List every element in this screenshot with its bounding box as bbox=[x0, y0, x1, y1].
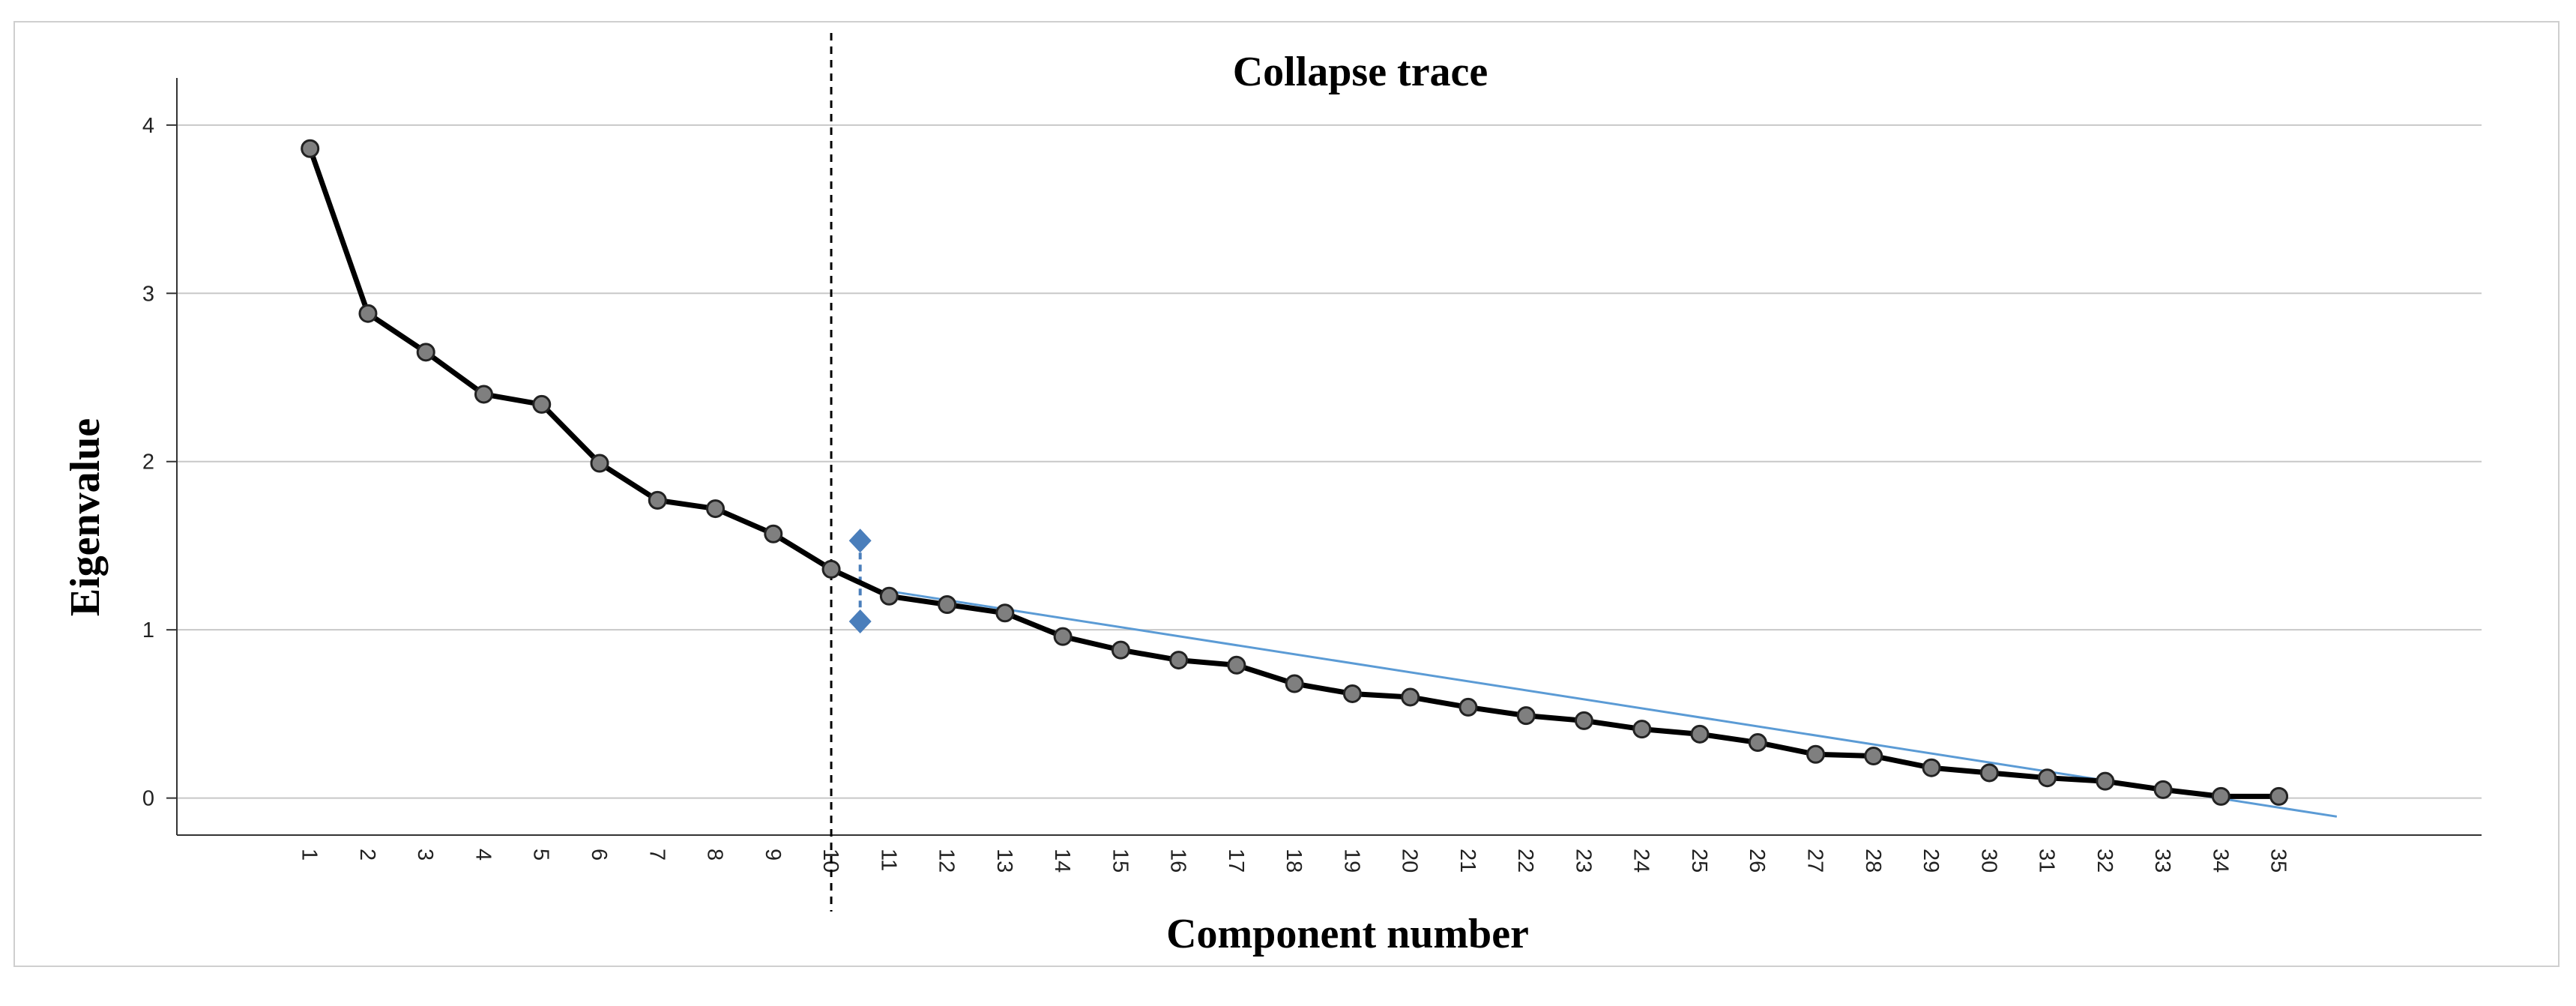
x-tick-label-18: 18 bbox=[1282, 849, 1306, 873]
data-point-6 bbox=[590, 454, 609, 473]
x-tick-label-7: 7 bbox=[645, 849, 669, 861]
y-tick-label-1: 1 bbox=[142, 618, 154, 642]
y-tick-label-0: 0 bbox=[142, 787, 154, 811]
y-tick-label-4: 4 bbox=[142, 114, 154, 138]
y-tick-labels: 0 1 2 3 4 bbox=[142, 114, 154, 811]
x-tick-label-6: 6 bbox=[587, 849, 611, 861]
x-tick-label-3: 3 bbox=[413, 849, 437, 861]
x-tick-label-11: 11 bbox=[876, 849, 900, 871]
x-tick-label-29: 29 bbox=[1919, 849, 1943, 873]
x-tick-label-19: 19 bbox=[1339, 849, 1363, 873]
data-point-29 bbox=[1922, 758, 1941, 777]
data-point-35 bbox=[2269, 786, 2289, 806]
data-point-24 bbox=[1632, 720, 1652, 739]
x-tick-label-13: 13 bbox=[992, 849, 1016, 873]
data-point-31 bbox=[2038, 768, 2057, 788]
data-point-19 bbox=[1342, 684, 1362, 703]
x-tick-label-17: 17 bbox=[1224, 849, 1248, 873]
x-tick-labels: 1234567891011121314151617181920212223242… bbox=[298, 849, 2290, 873]
x-tick-label-27: 27 bbox=[1803, 849, 1827, 873]
data-point-3 bbox=[416, 343, 435, 362]
data-point-33 bbox=[2153, 780, 2173, 799]
x-tick-label-16: 16 bbox=[1166, 849, 1190, 873]
x-tick-label-1: 1 bbox=[298, 849, 322, 861]
x-tick-label-28: 28 bbox=[1861, 849, 1885, 873]
data-point-12 bbox=[938, 595, 957, 615]
x-tick-label-9: 9 bbox=[761, 849, 785, 861]
data-point-23 bbox=[1574, 711, 1593, 730]
y-axis-label: Eigenvalue bbox=[62, 418, 109, 616]
data-point-2 bbox=[358, 304, 378, 323]
data-point-5 bbox=[532, 394, 552, 414]
data-point-27 bbox=[1806, 744, 1825, 764]
data-point-15 bbox=[1111, 640, 1130, 660]
gridlines bbox=[166, 124, 2482, 799]
x-tick-label-8: 8 bbox=[703, 849, 727, 861]
eigenvalue-line bbox=[307, 148, 2279, 799]
data-point-7 bbox=[648, 490, 667, 510]
data-point-4 bbox=[474, 385, 493, 404]
x-tick-label-33: 33 bbox=[2150, 849, 2174, 873]
axes bbox=[176, 78, 2482, 836]
data-point-30 bbox=[1979, 763, 1999, 783]
x-tick-label-20: 20 bbox=[1398, 849, 1422, 873]
x-tick-label-22: 22 bbox=[1513, 849, 1537, 873]
data-point-28 bbox=[1864, 747, 1883, 766]
data-point-17 bbox=[1227, 655, 1246, 675]
x-tick-label-5: 5 bbox=[529, 849, 553, 861]
x-tick-label-30: 30 bbox=[1976, 849, 2000, 873]
x-tick-label-15: 15 bbox=[1108, 849, 1132, 873]
data-point-32 bbox=[2096, 771, 2115, 791]
x-tick-label-4: 4 bbox=[471, 849, 495, 861]
data-point-16 bbox=[1169, 651, 1189, 670]
data-point-9 bbox=[764, 524, 783, 543]
x-tick-label-14: 14 bbox=[1050, 849, 1074, 873]
data-point-26 bbox=[1748, 733, 1767, 753]
x-tick-label-23: 23 bbox=[1571, 849, 1595, 873]
y-tick-label-3: 3 bbox=[142, 282, 154, 306]
data-point-21 bbox=[1459, 697, 1478, 717]
x-tick-label-31: 31 bbox=[2035, 849, 2059, 873]
chart-title: Collapse trace bbox=[1233, 49, 1488, 95]
data-point-18 bbox=[1285, 674, 1304, 693]
data-point-13 bbox=[995, 603, 1015, 623]
x-tick-label-26: 26 bbox=[1745, 849, 1769, 873]
data-point-1 bbox=[301, 139, 320, 158]
data-points bbox=[301, 139, 2289, 806]
data-point-34 bbox=[2211, 786, 2230, 806]
x-tick-label-12: 12 bbox=[935, 849, 959, 873]
series-line bbox=[307, 148, 2279, 799]
y-tick-label-2: 2 bbox=[142, 451, 154, 475]
x-tick-label-34: 34 bbox=[2208, 849, 2232, 873]
x-tick-label-32: 32 bbox=[2093, 849, 2117, 873]
data-point-22 bbox=[1516, 706, 1536, 726]
x-tick-label-24: 24 bbox=[1629, 849, 1653, 873]
gap-marker-top-diamond bbox=[848, 528, 872, 553]
data-point-20 bbox=[1401, 687, 1420, 707]
x-axis-label: Component number bbox=[1166, 911, 1529, 957]
data-point-8 bbox=[706, 499, 726, 519]
data-point-25 bbox=[1690, 724, 1710, 744]
gap-marker-bottom-diamond bbox=[848, 609, 872, 633]
x-tick-label-25: 25 bbox=[1687, 849, 1711, 873]
data-point-14 bbox=[1053, 627, 1073, 646]
x-tick-label-21: 21 bbox=[1456, 849, 1479, 873]
x-tick-label-2: 2 bbox=[355, 849, 379, 861]
data-point-10 bbox=[821, 559, 841, 579]
data-point-11 bbox=[879, 586, 899, 606]
x-tick-label-35: 35 bbox=[2266, 849, 2290, 873]
